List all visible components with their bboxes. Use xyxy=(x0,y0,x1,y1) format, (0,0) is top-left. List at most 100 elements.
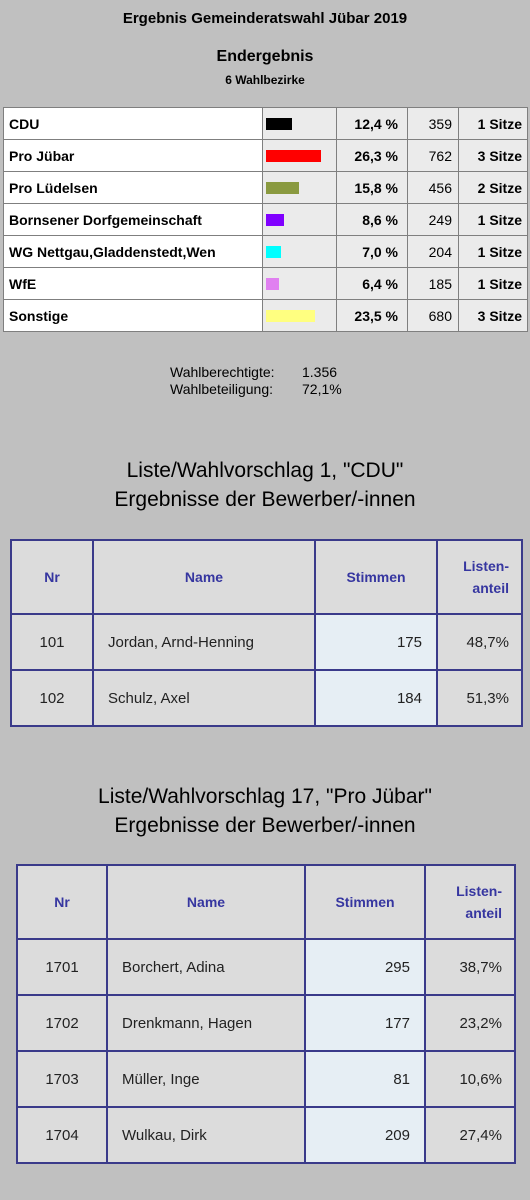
candidate-votes: 295 xyxy=(304,938,426,996)
party-bar-cell xyxy=(262,299,337,332)
party-row: Pro Lüdelsen 15,8 % 456 2 Sitze xyxy=(3,171,528,204)
candidate-name: Jordan, Arnd-Henning xyxy=(92,613,316,671)
candidate-votes: 209 xyxy=(304,1106,426,1164)
candidate-nr: 1703 xyxy=(16,1050,108,1108)
party-name: WG Nettgau,Gladdenstedt,Wen xyxy=(3,235,263,268)
party-row: WG Nettgau,Gladdenstedt,Wen 7,0 % 204 1 Sit… xyxy=(3,235,528,268)
list-heading-line2: Ergebnisse der Bewerber/-innen xyxy=(114,814,416,837)
party-votes: 762 xyxy=(407,139,459,172)
candidate-row: 102 Schulz, Axel 184 51,3% xyxy=(10,669,523,727)
candidate-row: 101 Jordan, Arnd-Henning 175 48,7% xyxy=(10,613,523,671)
candidate-votes: 175 xyxy=(314,613,438,671)
party-percent: 26,3 % xyxy=(336,139,408,172)
party-bar-cell xyxy=(262,203,337,236)
candidate-share: 27,4% xyxy=(424,1106,516,1164)
party-bar-cell xyxy=(262,139,337,172)
party-name: Pro Jübar xyxy=(3,139,263,172)
eligible-value: 1.356 xyxy=(302,364,338,380)
list-heading-line2: Ergebnisse der Bewerber/-innen xyxy=(114,488,416,511)
candidate-table-body: 101 Jordan, Arnd-Henning 175 48,7% 102 Schulz… xyxy=(10,613,523,727)
candidate-row: 1701 Borchert, Adina 295 38,7% xyxy=(16,938,516,996)
candidate-nr: 102 xyxy=(10,669,94,727)
party-votes: 456 xyxy=(407,171,459,204)
turnout-value: 72,1% xyxy=(302,381,342,397)
party-percent: 15,8 % xyxy=(336,171,408,204)
party-name: CDU xyxy=(3,107,263,140)
party-percent: 8,6 % xyxy=(336,203,408,236)
party-row: CDU 12,4 % 359 1 Sitze xyxy=(3,107,528,140)
party-percent: 7,0 % xyxy=(336,235,408,268)
party-row: Bornsener Dorfgemeinschaft 8,6 % 249 1 Sitz… xyxy=(3,203,528,236)
result-status: Endergebnis xyxy=(216,48,314,65)
candidate-votes: 81 xyxy=(304,1050,426,1108)
party-votes: 359 xyxy=(407,107,459,140)
share-header-line1: Listen- xyxy=(463,558,509,574)
candidate-nr: 101 xyxy=(10,613,94,671)
column-header-nr: Nr xyxy=(16,864,108,940)
candidate-share: 51,3% xyxy=(436,669,523,727)
party-seats: 3 Sitze xyxy=(458,139,528,172)
column-header-name: Name xyxy=(92,539,316,615)
share-header-line2: anteil xyxy=(465,905,502,921)
candidate-nr: 1702 xyxy=(16,994,108,1052)
column-header-name: Name xyxy=(106,864,306,940)
candidate-table-header: Nr Name Stimmen Listen- anteil xyxy=(16,864,516,940)
party-votes: 249 xyxy=(407,203,459,236)
party-bar-cell xyxy=(262,235,337,268)
candidate-share: 23,2% xyxy=(424,994,516,1052)
party-bar xyxy=(266,149,321,162)
candidate-row: 1704 Wulkau, Dirk 209 27,4% xyxy=(16,1106,516,1164)
candidate-name: Borchert, Adina xyxy=(106,938,306,996)
party-bar xyxy=(266,213,284,226)
party-percent: 12,4 % xyxy=(336,107,408,140)
candidate-row: 1703 Müller, Inge 81 10,6% xyxy=(16,1050,516,1108)
eligible-row: Wahlberechtigte: 1.356 xyxy=(170,364,342,381)
column-header-votes: Stimmen xyxy=(304,864,426,940)
party-name: WfE xyxy=(3,267,263,300)
candidate-share: 48,7% xyxy=(436,613,523,671)
party-votes: 185 xyxy=(407,267,459,300)
candidate-row: 1702 Drenkmann, Hagen 177 23,2% xyxy=(16,994,516,1052)
party-bar xyxy=(266,245,281,258)
turnout-row: Wahlbeteiligung: 72,1% xyxy=(170,381,342,398)
candidate-table-cdu: Nr Name Stimmen Listen- anteil 101 Jordan… xyxy=(10,539,523,727)
party-bar-cell xyxy=(262,267,337,300)
page-title: Ergebnis Gemeinderatswahl Jübar 2019 xyxy=(122,10,408,27)
party-row: Pro Jübar 26,3 % 762 3 Sitze xyxy=(3,139,528,172)
list-heading-line1: Liste/Wahlvorschlag 1, "CDU" xyxy=(126,459,404,482)
party-bar-cell xyxy=(262,171,337,204)
party-percent: 23,5 % xyxy=(336,299,408,332)
party-seats: 1 Sitze xyxy=(458,267,528,300)
share-header-line2: anteil xyxy=(472,580,509,596)
column-header-nr: Nr xyxy=(10,539,94,615)
party-percent: 6,4 % xyxy=(336,267,408,300)
candidate-table-pro-jubar: Nr Name Stimmen Listen- anteil 1701 Borch… xyxy=(16,864,516,1164)
party-name: Sonstige xyxy=(3,299,263,332)
candidate-nr: 1704 xyxy=(16,1106,108,1164)
candidate-nr: 1701 xyxy=(16,938,108,996)
party-seats: 1 Sitze xyxy=(458,107,528,140)
candidate-table-body: 1701 Borchert, Adina 295 38,7% 1702 Drenkmann… xyxy=(16,938,516,1164)
party-results-table: CDU 12,4 % 359 1 Sitze Pro Jübar 26,3 % 762 3 S… xyxy=(3,107,528,332)
list-heading-cdu: Liste/Wahlvorschlag 1, "CDU" Ergebnisse … xyxy=(0,456,530,514)
column-header-share: Listen- anteil xyxy=(436,539,523,615)
party-seats: 3 Sitze xyxy=(458,299,528,332)
party-seats: 1 Sitze xyxy=(458,235,528,268)
column-header-votes: Stimmen xyxy=(314,539,438,615)
party-bar xyxy=(266,277,279,290)
party-name: Pro Lüdelsen xyxy=(3,171,263,204)
election-stats: Wahlberechtigte: 1.356 Wahlbeteiligung: … xyxy=(170,364,342,398)
candidate-table-header: Nr Name Stimmen Listen- anteil xyxy=(10,539,523,615)
candidate-name: Schulz, Axel xyxy=(92,669,316,727)
party-bar xyxy=(266,117,292,130)
candidate-name: Drenkmann, Hagen xyxy=(106,994,306,1052)
candidate-votes: 184 xyxy=(314,669,438,727)
candidate-name: Müller, Inge xyxy=(106,1050,306,1108)
turnout-label: Wahlbeteiligung: xyxy=(170,381,273,397)
district-count: 6 Wahlbezirke xyxy=(225,73,305,87)
party-row: Sonstige 23,5 % 680 3 Sitze xyxy=(3,299,528,332)
list-heading-line1: Liste/Wahlvorschlag 17, "Pro Jübar" xyxy=(98,785,432,808)
candidate-share: 38,7% xyxy=(424,938,516,996)
candidate-votes: 177 xyxy=(304,994,426,1052)
candidate-share: 10,6% xyxy=(424,1050,516,1108)
